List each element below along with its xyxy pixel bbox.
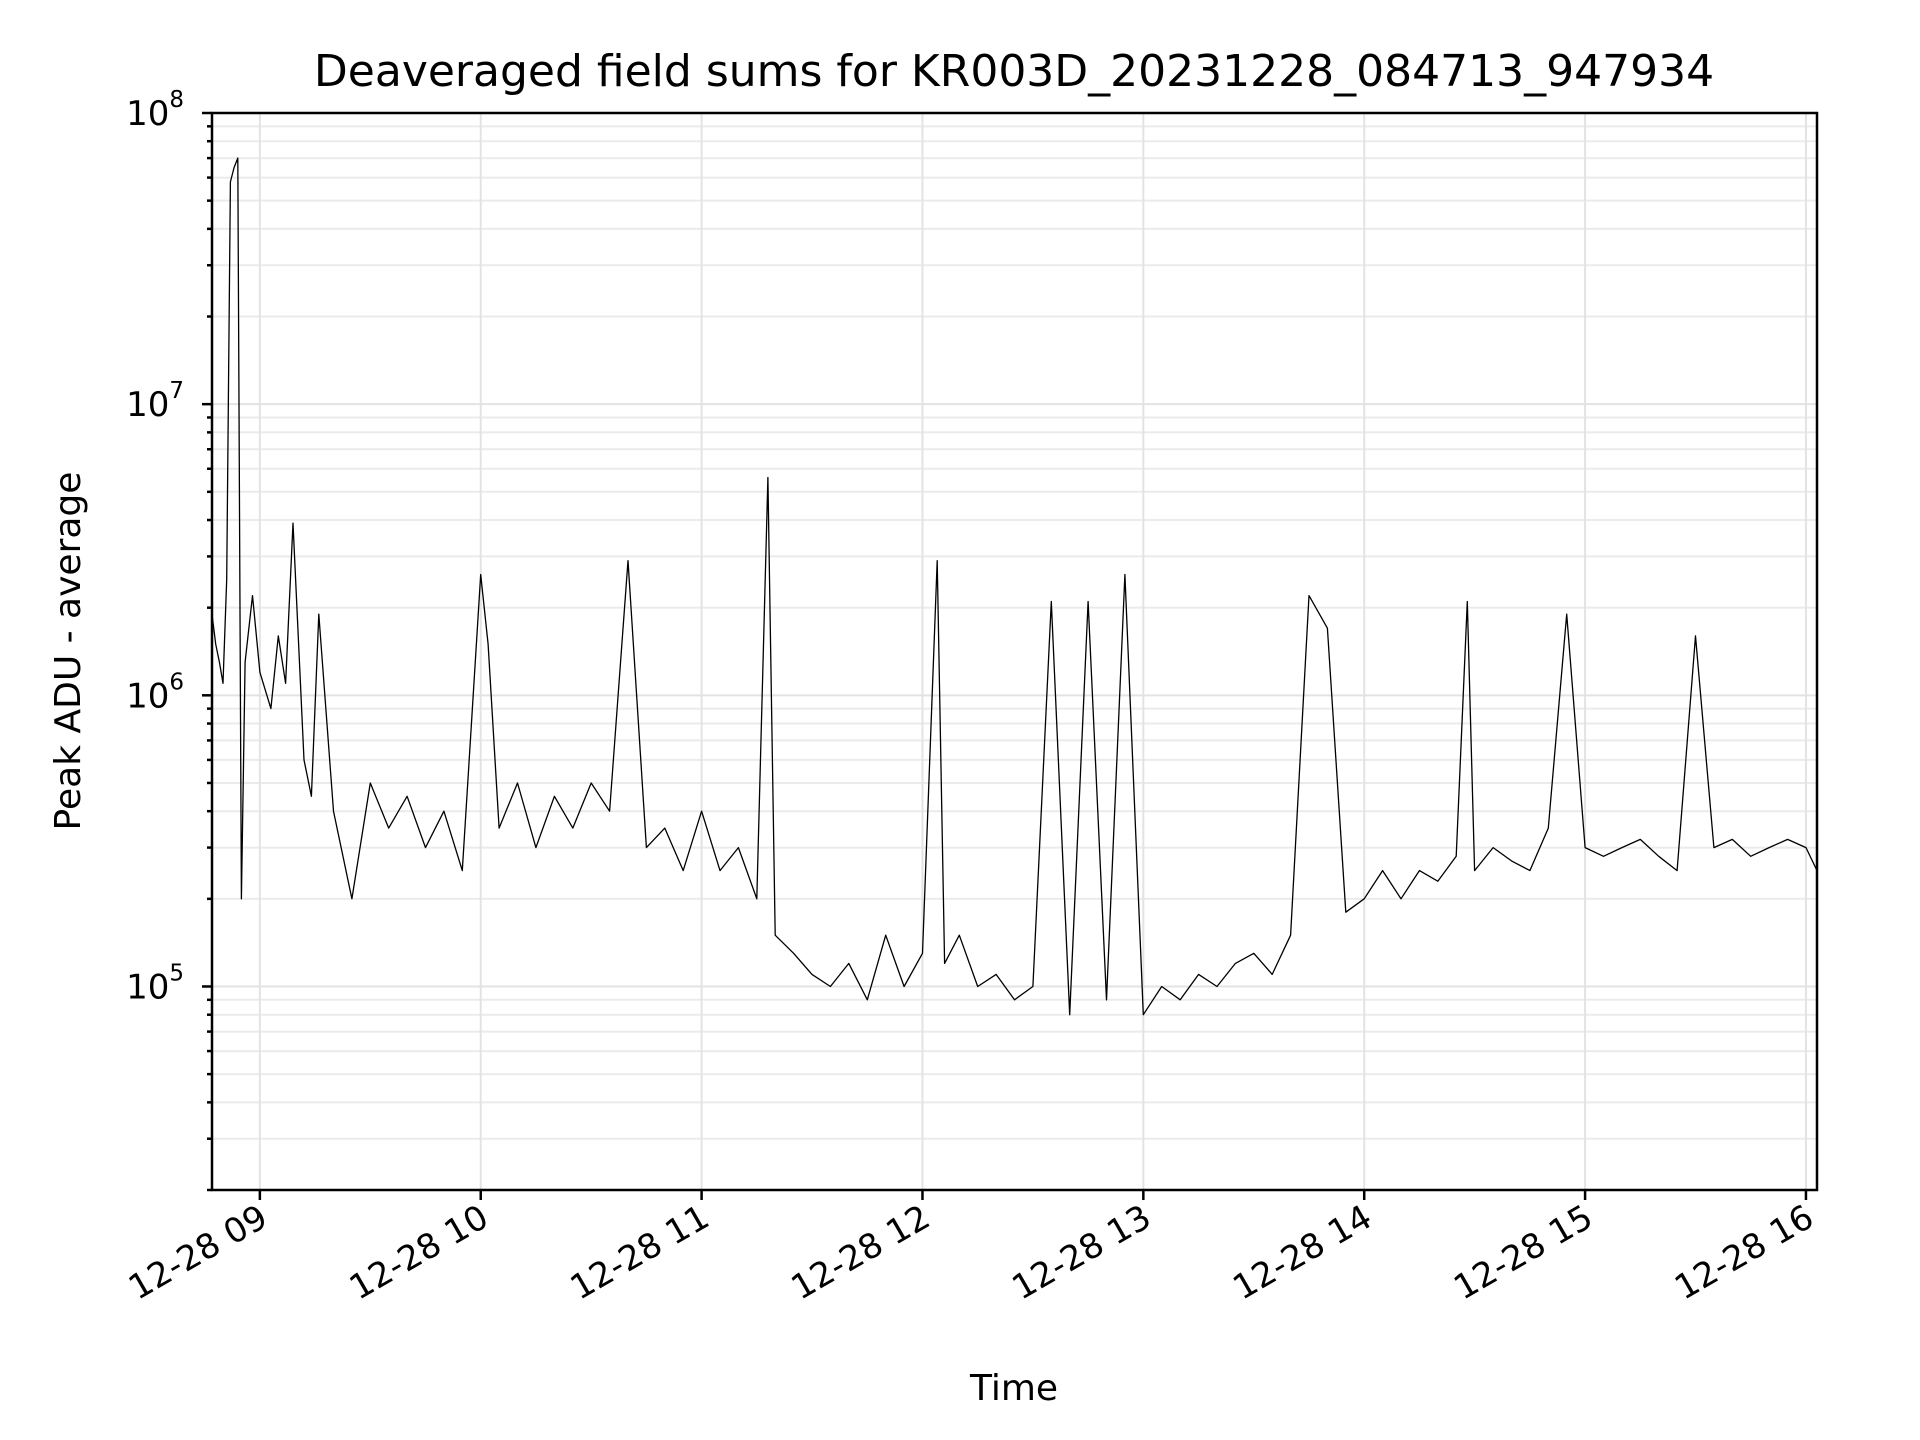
series-line (211, 157, 1818, 1016)
y-tick-label: 107 (126, 378, 184, 425)
series-layer (211, 157, 1818, 1016)
y-tick-base: 10 (126, 385, 169, 425)
grid (212, 112, 1817, 1191)
plot-frame (210, 111, 1819, 1192)
y-axis-label: Peak ADU - average (48, 472, 89, 831)
y-tick-label: 105 (126, 960, 184, 1007)
y-tick-label: 108 (126, 87, 184, 134)
y-tick-exponent: 5 (169, 960, 184, 986)
y-tick-exponent: 6 (169, 669, 184, 695)
chart-title: Deaveraged field sums for KR003D_2023122… (314, 46, 1714, 97)
x-axis-label: Time (969, 1368, 1058, 1409)
y-tick-base: 10 (126, 967, 169, 1007)
y-tick-exponent: 8 (169, 87, 184, 113)
y-tick-base: 10 (126, 676, 169, 716)
y-tick-exponent: 7 (169, 378, 184, 404)
y-tick-label: 106 (126, 669, 184, 716)
y-tick-base: 10 (126, 94, 169, 134)
